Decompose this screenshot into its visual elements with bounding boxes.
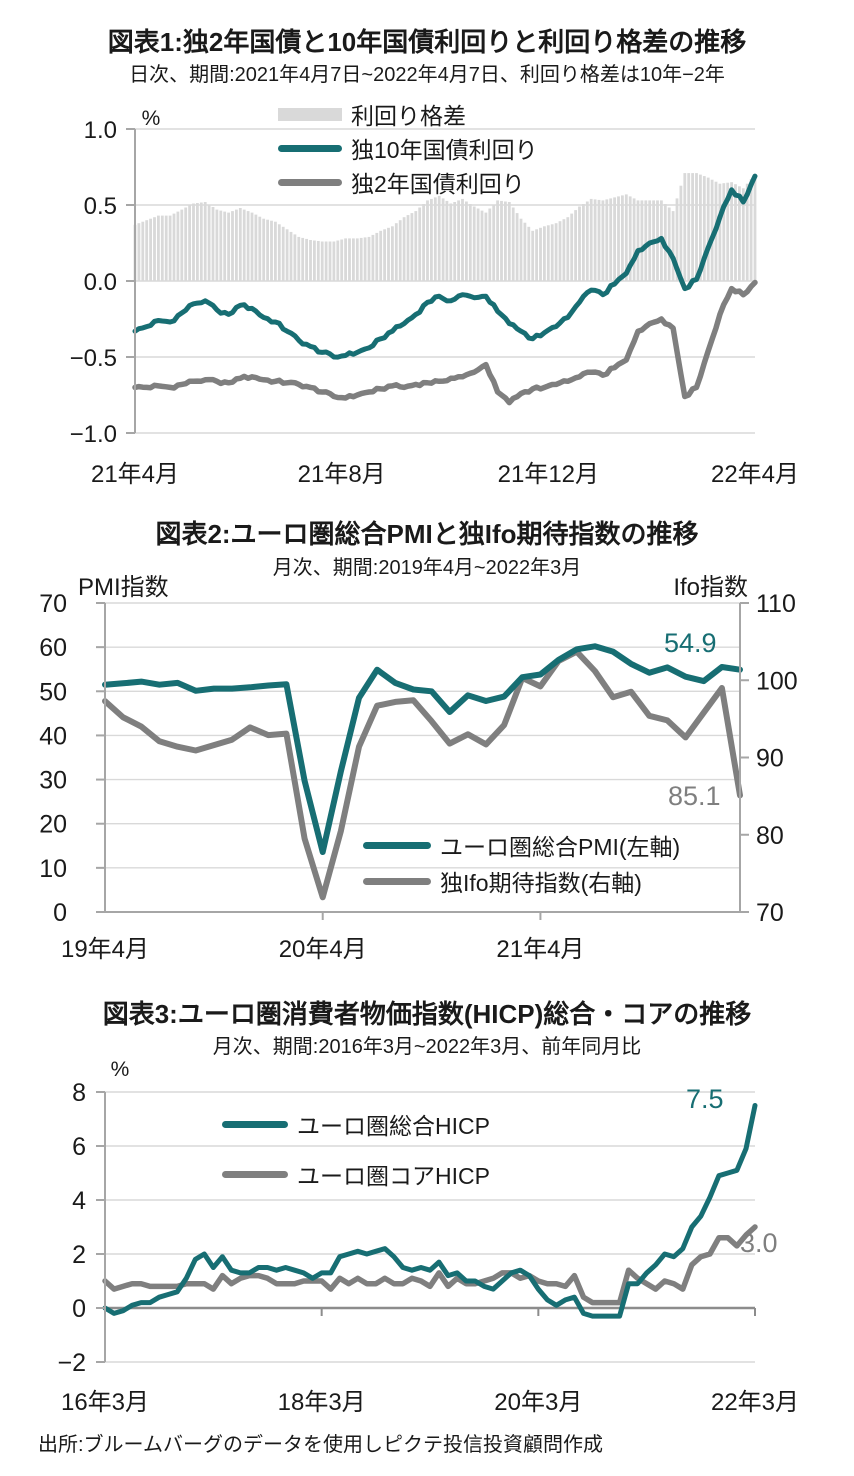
svg-text:1.0: 1.0 bbox=[84, 117, 117, 144]
svg-text:80: 80 bbox=[756, 822, 784, 850]
legend-item-10y: 独10年国債利回り bbox=[278, 134, 538, 163]
svg-text:−1.0: −1.0 bbox=[70, 421, 117, 448]
chart3-legend: ユーロ圏総合HICP ユーロ圏コアHICP bbox=[222, 1110, 490, 1189]
chart1-subtitle: 日次、期間:2021年4月7日~2022年4月7日、利回り格差は10年−2年 bbox=[129, 64, 725, 86]
svg-text:0: 0 bbox=[53, 899, 67, 927]
chart3-subtitle: 月次、期間:2016年3月~2022年3月、前年同月比 bbox=[212, 1036, 642, 1058]
svg-text:21年4月: 21年4月 bbox=[496, 936, 584, 963]
legend-label: 独10年国債利回り bbox=[351, 137, 538, 163]
svg-text:2: 2 bbox=[72, 1241, 86, 1269]
ifo-expectations-line bbox=[102, 648, 743, 901]
svg-text:0.5: 0.5 bbox=[84, 193, 117, 220]
svg-text:22年4月: 22年4月 bbox=[711, 461, 799, 488]
pmi-composite-line bbox=[102, 643, 743, 855]
chart1-title: 図表1:独2年国債と10年国債利回りと利回り格差の推移 bbox=[107, 27, 747, 57]
svg-text:4: 4 bbox=[72, 1187, 86, 1215]
gray-line-swatch bbox=[363, 877, 431, 885]
ifo-last-value-annotation: 85.1 bbox=[668, 781, 721, 811]
svg-text:Ifo指数: Ifo指数 bbox=[673, 575, 748, 601]
svg-text:60: 60 bbox=[39, 634, 67, 662]
legend-label: ユーロ圏総合PMI(左軸) bbox=[440, 834, 681, 860]
legend-item-ifo: 独Ifo期待指数(右軸) bbox=[363, 867, 680, 896]
chart3-gridlines bbox=[105, 1091, 755, 1363]
chart3-title: 図表3:ユーロ圏消費者物価指数(HICP)総合・コアの推移 bbox=[102, 999, 752, 1029]
core-last-value-annotation: 3.0 bbox=[740, 1228, 778, 1258]
teal-line-swatch bbox=[363, 841, 431, 849]
svg-text:8: 8 bbox=[72, 1079, 86, 1107]
svg-text:19年4月: 19年4月 bbox=[61, 936, 149, 963]
legend-item-spread: 利回り格差 bbox=[278, 100, 538, 129]
legend-label: ユーロ圏総合HICP bbox=[297, 1113, 490, 1139]
svg-text:40: 40 bbox=[39, 722, 67, 750]
svg-text:−0.5: −0.5 bbox=[70, 345, 117, 372]
svg-text:20年4月: 20年4月 bbox=[279, 936, 367, 963]
svg-text:70: 70 bbox=[756, 899, 784, 927]
gray-line-swatch bbox=[222, 1170, 288, 1178]
svg-text:10: 10 bbox=[39, 855, 67, 883]
hicp-last-value-annotation: 7.5 bbox=[686, 1084, 724, 1114]
source-note: 出所:ブルームバーグのデータを使用しピクテ投信投資顧問作成 bbox=[38, 1434, 603, 1456]
legend-item-hicp: ユーロ圏総合HICP bbox=[222, 1110, 490, 1139]
svg-text:90: 90 bbox=[756, 745, 784, 773]
svg-text:21年4月: 21年4月 bbox=[91, 461, 179, 488]
headline-hicp-line bbox=[102, 1103, 758, 1319]
svg-text:22年3月: 22年3月 bbox=[711, 1389, 799, 1416]
teal-line-swatch bbox=[278, 144, 342, 152]
gray-line-swatch bbox=[278, 178, 342, 186]
legend-label: 独Ifo期待指数(右軸) bbox=[440, 870, 642, 896]
chart1-plot: 1.0 0.5 0.0 −0.5 −1.0% 21年4月 21年8月 21年12月 22年4月 bbox=[70, 107, 799, 488]
svg-text:30: 30 bbox=[39, 767, 67, 795]
svg-text:110: 110 bbox=[756, 590, 796, 618]
svg-text:0: 0 bbox=[72, 1295, 86, 1323]
svg-text:20年3月: 20年3月 bbox=[494, 1389, 582, 1416]
svg-text:%: % bbox=[111, 1058, 130, 1081]
svg-text:70: 70 bbox=[39, 590, 67, 618]
svg-text:6: 6 bbox=[72, 1133, 86, 1161]
legend-label: ユーロ圏コアHICP bbox=[297, 1163, 490, 1189]
chart1-legend: 利回り格差 独10年国債利回り 独2年国債利回り bbox=[278, 100, 538, 197]
svg-text:%: % bbox=[142, 107, 161, 130]
chart2-title: 図表2:ユーロ圏総合PMIと独Ifo期待指数の推移 bbox=[155, 519, 699, 549]
svg-text:100: 100 bbox=[756, 667, 798, 695]
svg-text:16年3月: 16年3月 bbox=[61, 1389, 149, 1416]
pmi-last-value-annotation: 54.9 bbox=[664, 628, 717, 658]
svg-text:−2: −2 bbox=[57, 1349, 86, 1377]
legend-label: 利回り格差 bbox=[351, 103, 466, 129]
svg-text:18年3月: 18年3月 bbox=[278, 1389, 366, 1416]
chart2-legend: ユーロ圏総合PMI(左軸) 独Ifo期待指数(右軸) bbox=[363, 831, 681, 896]
svg-text:0.0: 0.0 bbox=[84, 269, 117, 296]
svg-text:21年12月: 21年12月 bbox=[498, 461, 599, 488]
de-2y-yield-line bbox=[132, 279, 758, 406]
chart3-plot: 8 6 4 2 0 −2% 16年3月 18年3月 20年3月 22年3月 bbox=[57, 1058, 799, 1416]
svg-text:50: 50 bbox=[39, 678, 67, 706]
legend-item-core: ユーロ圏コアHICP bbox=[222, 1160, 490, 1189]
chart2-subtitle: 月次、期間:2019年4月~2022年3月 bbox=[272, 557, 582, 579]
svg-text:20: 20 bbox=[39, 811, 67, 839]
teal-line-swatch bbox=[222, 1120, 288, 1128]
svg-text:PMI指数: PMI指数 bbox=[78, 575, 169, 601]
legend-label: 独2年国債利回り bbox=[351, 171, 525, 197]
spread-bar-swatch bbox=[278, 107, 342, 121]
legend-item-2y: 独2年国債利回り bbox=[278, 168, 538, 197]
chart1-gridlines bbox=[135, 128, 755, 434]
svg-text:21年8月: 21年8月 bbox=[298, 461, 386, 488]
legend-item-pmi: ユーロ圏総合PMI(左軸) bbox=[363, 831, 681, 860]
core-hicp-line bbox=[102, 1224, 758, 1306]
de-10y-yield-line bbox=[132, 173, 758, 360]
